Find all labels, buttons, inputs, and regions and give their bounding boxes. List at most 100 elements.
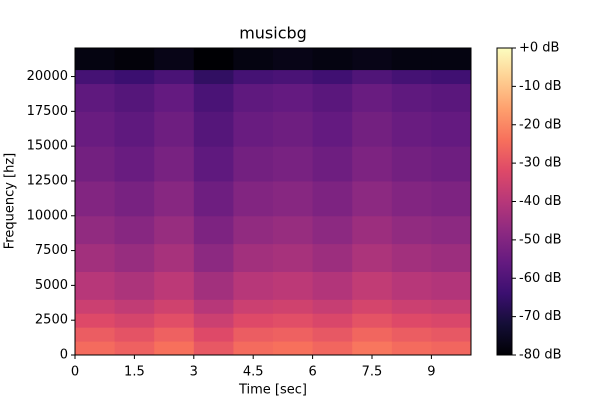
heatmap-cell <box>352 48 393 71</box>
heatmap-cell <box>431 48 472 71</box>
y-axis-label: Frequency [hz] <box>3 153 18 250</box>
heatmap-cell <box>352 180 393 217</box>
x-tick-label: 3 <box>190 365 198 380</box>
heatmap-cell <box>75 215 116 245</box>
heatmap-cell <box>193 299 234 314</box>
heatmap-cell <box>431 111 472 147</box>
heatmap-cell <box>312 69 353 85</box>
heatmap-cell <box>154 146 195 182</box>
heatmap-cell <box>233 215 274 245</box>
heatmap-cell <box>75 327 116 342</box>
heatmap-cell <box>114 83 155 112</box>
plot-frame <box>74 47 472 356</box>
y-tick-label: 10000 <box>27 208 68 223</box>
heatmap-cell <box>273 271 314 300</box>
heatmap-cell <box>312 341 353 356</box>
heatmap-cell <box>391 243 432 272</box>
colorbar <box>496 47 513 356</box>
heatmap-cell <box>391 83 432 112</box>
heatmap-cell <box>233 313 274 328</box>
heatmap-cell <box>352 313 393 328</box>
colorbar-tick-label: -60 dB <box>519 271 562 286</box>
heatmap-cell <box>193 327 234 342</box>
chart-title: musicbg <box>239 24 307 43</box>
heatmap-cell <box>114 341 155 356</box>
heatmap-cell <box>75 111 116 147</box>
heatmap-cell <box>312 243 353 272</box>
heatmap-cell <box>114 48 155 71</box>
colorbar-tick-label: -40 dB <box>519 194 562 209</box>
heatmap-cell <box>193 341 234 356</box>
heatmap-cell <box>114 313 155 328</box>
heatmap-cell <box>154 271 195 300</box>
heatmap-cell <box>312 83 353 112</box>
colorbar-tick-label: +0 dB <box>519 41 559 56</box>
y-tick-label: 15000 <box>27 139 68 154</box>
heatmap-cell <box>75 146 116 182</box>
heatmap-cell <box>114 327 155 342</box>
y-tick-label: 12500 <box>27 173 68 188</box>
heatmap-cell <box>233 146 274 182</box>
heatmap-cell <box>233 299 274 314</box>
heatmap-cell <box>154 83 195 112</box>
heatmap-cell <box>233 48 274 71</box>
heatmap-cell <box>352 146 393 182</box>
colorbar-tick-label: -50 dB <box>519 232 562 247</box>
heatmap-cell <box>233 243 274 272</box>
heatmap-cell <box>391 271 432 300</box>
heatmap-cell <box>352 215 393 245</box>
heatmap-cell <box>114 111 155 147</box>
y-tick-label: 0 <box>60 348 68 363</box>
x-tick-label: 4.5 <box>243 365 264 380</box>
heatmap-cell <box>233 83 274 112</box>
heatmap-cell <box>312 146 353 182</box>
heatmap-cell <box>431 180 472 217</box>
heatmap-cell <box>391 313 432 328</box>
heatmap-cell <box>391 341 432 356</box>
heatmap-cell <box>114 299 155 314</box>
x-tick-label: 9 <box>427 365 435 380</box>
heatmap-cell <box>352 243 393 272</box>
heatmap-cell <box>75 180 116 217</box>
heatmap-cell <box>154 111 195 147</box>
heatmap-cell <box>233 69 274 85</box>
heatmap-cell <box>431 215 472 245</box>
heatmap-cell <box>193 146 234 182</box>
heatmap-cell <box>75 299 116 314</box>
heatmap-cell <box>114 271 155 300</box>
heatmap-cell <box>352 271 393 300</box>
heatmap-cell <box>391 111 432 147</box>
y-tick-label: 2500 <box>35 313 68 328</box>
heatmap-cell <box>391 180 432 217</box>
heatmap-cell <box>431 69 472 85</box>
heatmap-cell <box>193 180 234 217</box>
heatmap-cell <box>352 69 393 85</box>
heatmap-cell <box>273 48 314 71</box>
heatmap-cell <box>114 215 155 245</box>
x-tick-label: 7.5 <box>362 365 383 380</box>
x-tick-label: 0 <box>71 365 79 380</box>
x-tick-label: 6 <box>308 365 316 380</box>
heatmap-cell <box>391 299 432 314</box>
heatmap-cell <box>75 313 116 328</box>
heatmap-cell <box>154 327 195 342</box>
heatmap-cell <box>154 215 195 245</box>
heatmap-cell <box>75 271 116 300</box>
heatmap-cell <box>431 243 472 272</box>
heatmap-cell <box>273 313 314 328</box>
heatmap-cell <box>431 83 472 112</box>
heatmap-cell <box>75 83 116 112</box>
y-tick-label: 7500 <box>35 243 68 258</box>
heatmap-cell <box>233 271 274 300</box>
heatmap-cell <box>312 313 353 328</box>
heatmap-cell <box>312 180 353 217</box>
heatmap-cell <box>312 271 353 300</box>
heatmap-cell <box>154 299 195 314</box>
heatmap-cell <box>273 341 314 356</box>
heatmap-cell <box>193 271 234 300</box>
heatmap-cell <box>391 69 432 85</box>
heatmap-cell <box>233 327 274 342</box>
heatmap-cell <box>431 146 472 182</box>
heatmap-cell <box>154 48 195 71</box>
heatmap-cell <box>391 327 432 342</box>
